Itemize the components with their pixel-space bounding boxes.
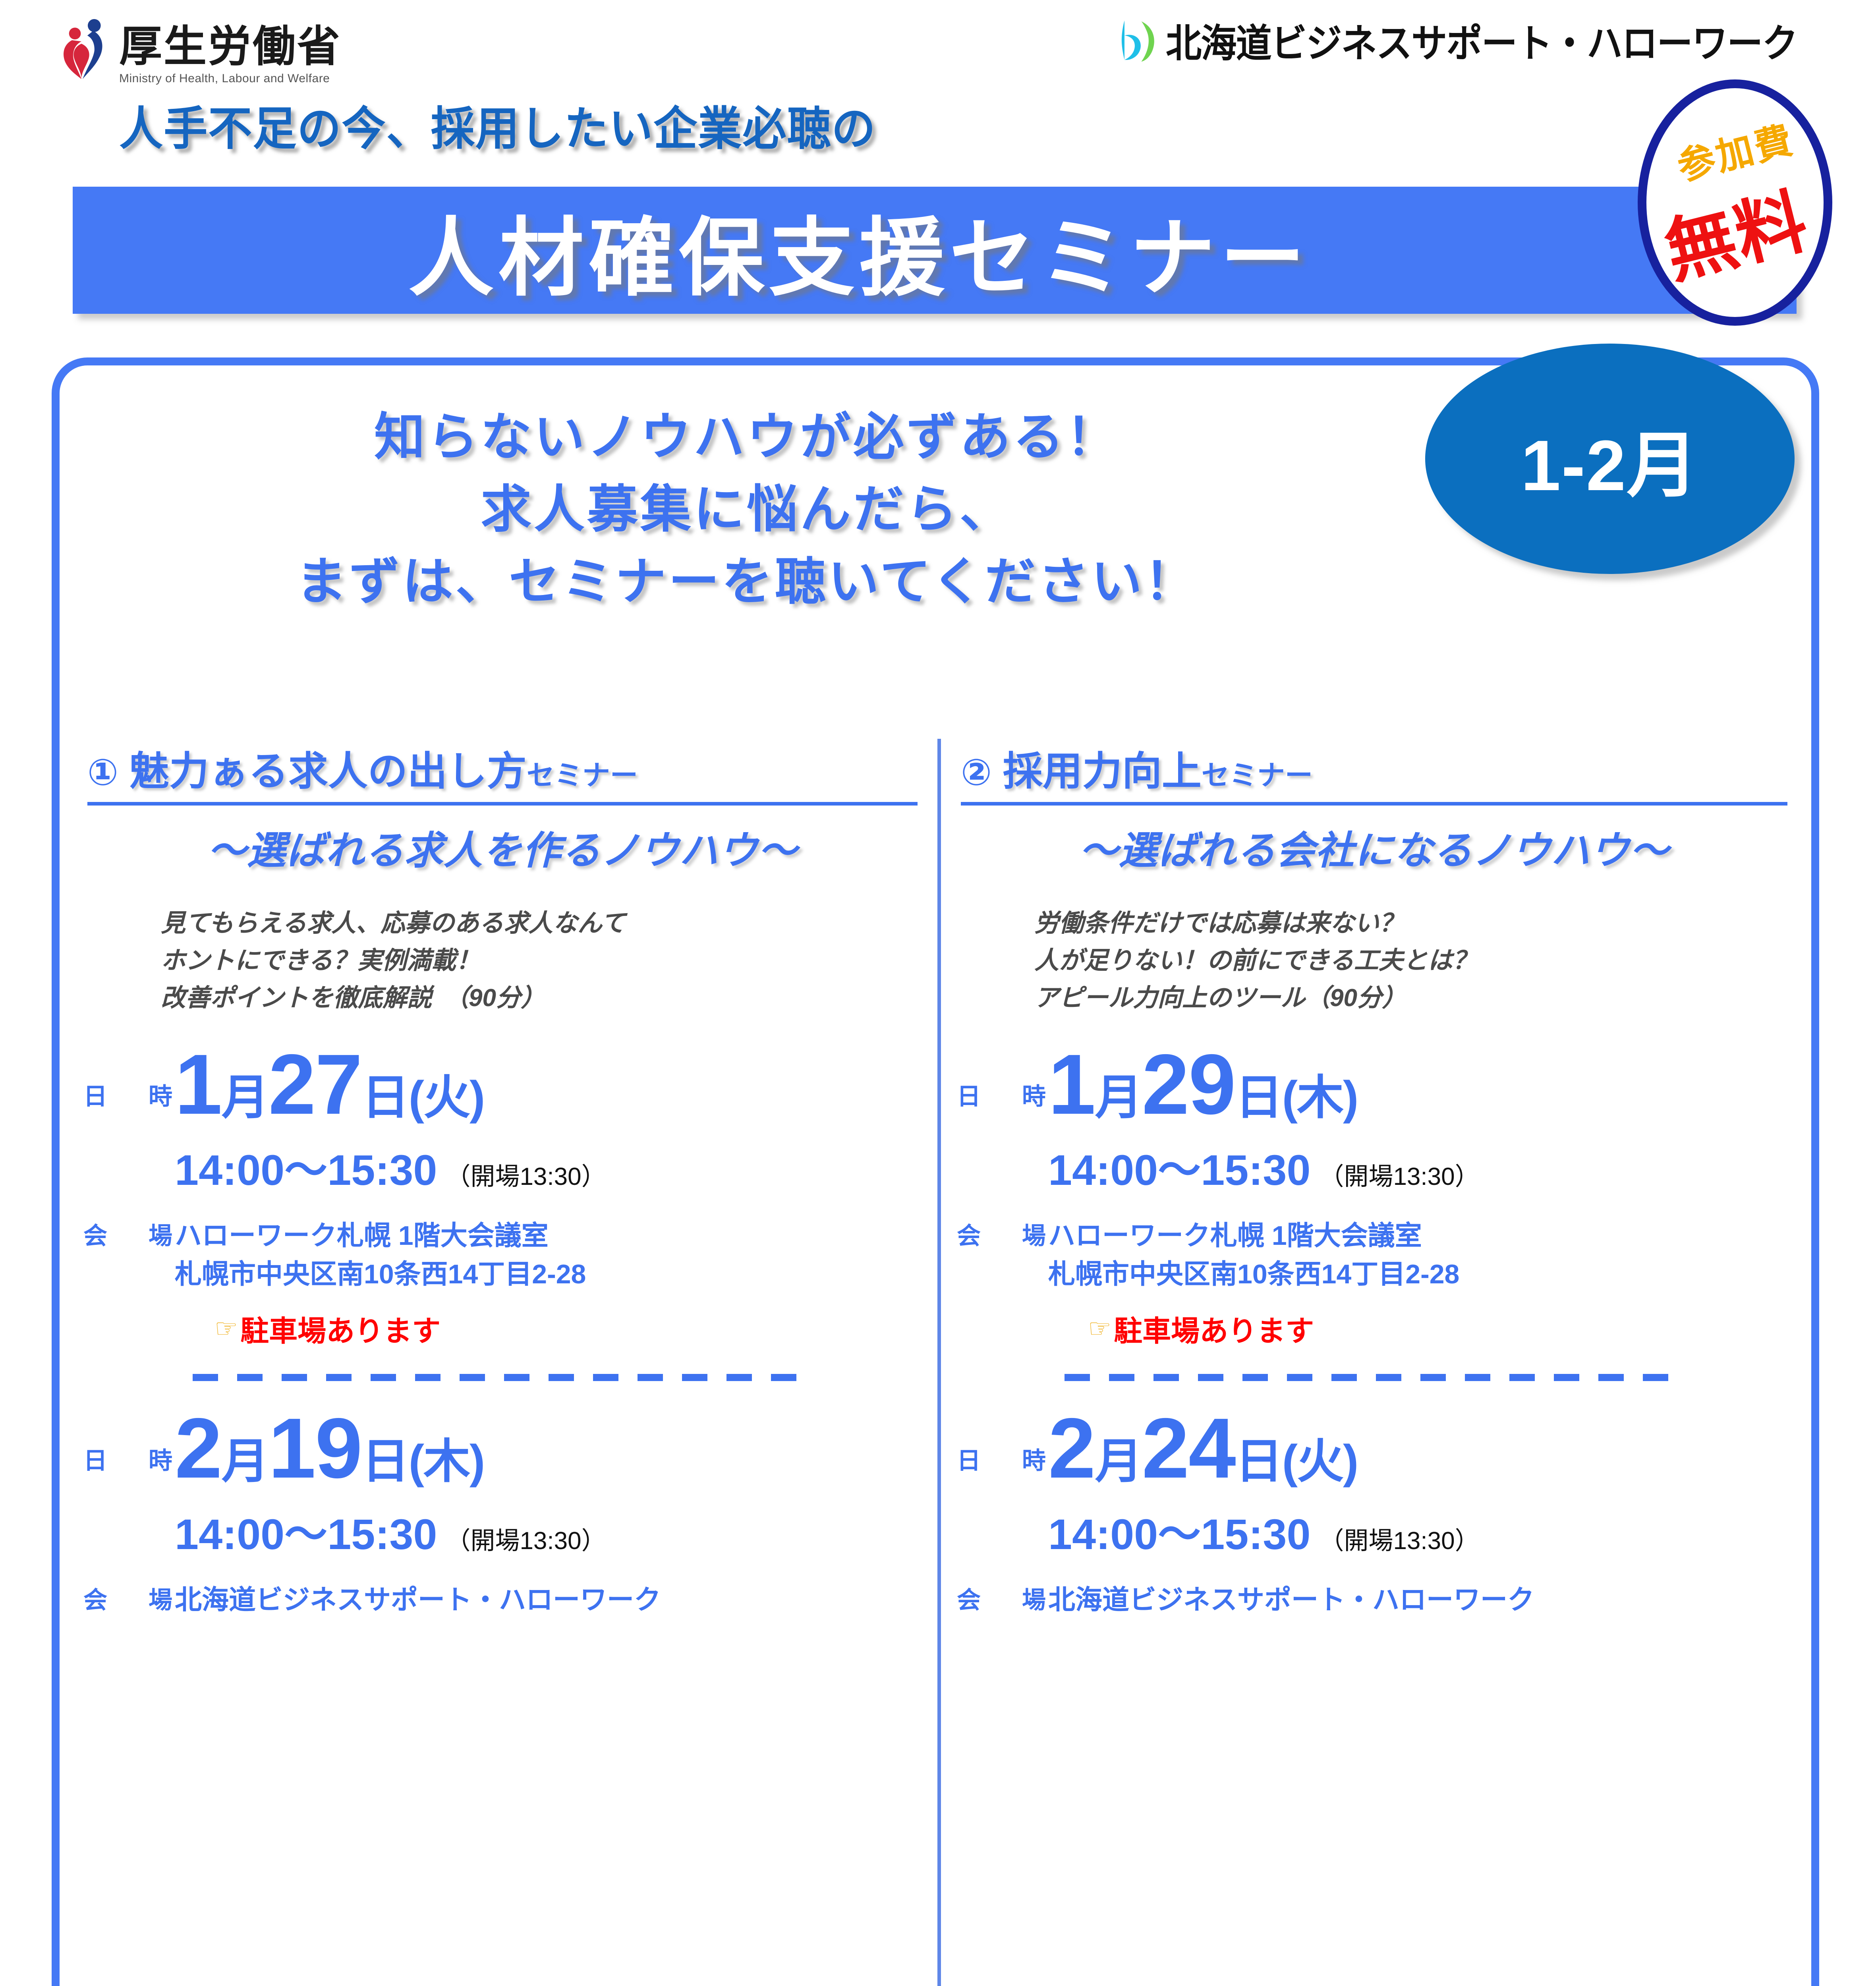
fee-value: 無料 [1657, 181, 1816, 293]
parking-note: ☞ 駐車場あります [1088, 1308, 1791, 1349]
seminar-1-session-1: 日 時 1月27日(火) 14:00～15:30 （開場13:30） 会 場 ハ… [83, 1036, 922, 1381]
page-header: 厚生労働省 Ministry of Health, Labour and Wel… [0, 0, 1876, 151]
pointing-hand-icon: ☞ [1088, 1314, 1112, 1343]
seminar-2-desc-line-2: 人が足りない！の前にできる工夫とは？ [1034, 947, 1477, 975]
month-badge-label: 1-2月 [1521, 425, 1699, 506]
seminar-1-number: ① [87, 752, 118, 793]
seminar-1-title: ① 魅力ぁる求人の出し方セミナー [87, 739, 918, 806]
parking-text: 駐車場あります [1114, 1316, 1314, 1348]
session-venue: 北海道ビジネスサポート・ハローワーク [175, 1581, 661, 1629]
session-venue-row: 会 場 ハローワーク札幌 1階大会議室 札幌市中央区南10条西14丁目2-28 [957, 1217, 1791, 1293]
main-content-frame [52, 357, 1819, 1986]
seminar-column-2: ② 採用力向上セミナー ～選ばれる会社になるノウハウ～ 労働条件だけでは応募は来… [937, 739, 1807, 1986]
datetime-label: 日 時 [83, 1447, 181, 1474]
venue-line-2: 札幌市中央区南10条西14丁目2-28 [175, 1259, 586, 1289]
venue-line-1: 北海道ビジネスサポート・ハローワーク [175, 1584, 661, 1615]
session-time: 14:00～15:30 [1048, 1146, 1311, 1194]
seminar-2-session-1: 日 時 1月29日(木) 14:00～15:30 （開場13:30） 会 場 ハ… [957, 1036, 1791, 1381]
seminar-title-bar: 人材確保支援セミナー [73, 187, 1797, 314]
seminar-1-desc-line-2: ホントにできる？実例満載！ [161, 947, 481, 975]
seminar-2-name: 採用力向上セミナー [1003, 749, 1313, 794]
mhlw-figure-icon [52, 18, 111, 81]
session-time-row: 14:00～15:30 （開場13:30） [175, 1136, 922, 1198]
seminar-2-description: 労働条件だけでは応募は来ない？ 人が足りない！の前にできる工夫とは？ アピール力… [1034, 905, 1791, 1017]
venue-label: 会 場 [83, 1223, 181, 1250]
org-name: 北海道ビジネスサポート・ハローワーク [1165, 21, 1798, 65]
session-open-time: （開場13:30） [446, 1163, 606, 1191]
session-open-time: （開場13:30） [446, 1527, 606, 1555]
datetime-label: 日 時 [83, 1083, 181, 1110]
headline-line-2: 求人募集に悩んだら、 [480, 481, 1013, 538]
datetime-label: 日 時 [957, 1447, 1055, 1474]
session-separator [193, 1374, 812, 1381]
session-date: 1月29日(木) [1048, 1036, 1358, 1132]
month-badge: 1-2月 [1425, 344, 1795, 574]
session-open-time: （開場13:30） [1319, 1527, 1480, 1555]
session-venue-row: 会 場 北海道ビジネスサポート・ハローワーク [83, 1581, 922, 1629]
org-logo: 北海道ビジネスサポート・ハローワーク [1114, 12, 1852, 68]
seminar-column-1: ① 魅力ぁる求人の出し方セミナー ～選ばれる求人を作るノウハウ～ 見てもらえる求… [68, 739, 937, 1986]
page-title: 人材確保支援セミナー [408, 210, 1310, 306]
session-venue: 北海道ビジネスサポート・ハローワーク [1048, 1581, 1534, 1629]
session-venue-row: 会 場 北海道ビジネスサポート・ハローワーク [957, 1581, 1791, 1629]
seminar-2-desc-line-1: 労働条件だけでは応募は来ない？ [1034, 910, 1404, 937]
session-date: 2月24日(火) [1048, 1400, 1358, 1496]
session-time: 14:00～15:30 [175, 1146, 437, 1194]
session-time: 14:00～15:30 [175, 1510, 437, 1558]
seminar-1-subtitle: ～選ばれる求人を作るノウハウ～ [207, 829, 798, 872]
venue-line-1: 北海道ビジネスサポート・ハローワーク [1048, 1584, 1535, 1615]
venue-line-1: ハローワーク札幌 1階大会議室 [1048, 1221, 1422, 1251]
venue-line-1: ハローワーク札幌 1階大会議室 [175, 1221, 549, 1251]
session-date-row: 日 時 1月27日(火) [83, 1036, 922, 1132]
session-open-time: （開場13:30） [1319, 1163, 1480, 1191]
session-time-row: 14:00～15:30 （開場13:30） [175, 1500, 922, 1562]
free-fee-badge: 参加費 無料 [1638, 79, 1832, 326]
parking-note: ☞ 駐車場あります [214, 1308, 922, 1349]
seminar-1-desc-line-1: 見てもらえる求人、応募のある求人なんて [161, 910, 626, 937]
pointing-hand-icon: ☞ [214, 1314, 238, 1343]
session-venue: ハローワーク札幌 1階大会議室 札幌市中央区南10条西14丁目2-28 [1048, 1217, 1459, 1293]
seminar-1-desc-line-3: 改善ポイントを徹底解説 （90分） [161, 984, 545, 1012]
seminar-columns: ① 魅力ぁる求人の出し方セミナー ～選ばれる求人を作るノウハウ～ 見てもらえる求… [68, 739, 1807, 1986]
bs-mark-icon [1114, 17, 1161, 64]
venue-label: 会 場 [957, 1586, 1055, 1613]
session-separator [1064, 1374, 1684, 1381]
seminar-1-session-2: 日 時 2月19日(木) 14:00～15:30 （開場13:30） 会 場 北… [83, 1400, 922, 1629]
ministry-logo: 厚生労働省 Ministry of Health, Labour and Wel… [52, 18, 342, 85]
session-date: 1月27日(火) [175, 1036, 485, 1132]
seminar-2-session-2: 日 時 2月24日(火) 14:00～15:30 （開場13:30） 会 場 北… [957, 1400, 1791, 1629]
session-date-row: 日 時 2月24日(火) [957, 1400, 1791, 1496]
headline-line-1: 知らないノウハウが必ずある！ [374, 409, 1119, 466]
ministry-name-jp: 厚生労働省 [119, 22, 342, 70]
session-date-row: 日 時 1月29日(木) [957, 1036, 1791, 1132]
seminar-2-desc-line-3: アピール力向上のツール（90分） [1034, 984, 1407, 1012]
ministry-name-en: Ministry of Health, Labour and Welfare [119, 72, 330, 85]
session-time: 14:00～15:30 [1048, 1510, 1311, 1558]
session-date: 2月19日(木) [175, 1400, 485, 1496]
seminar-1-description: 見てもらえる求人、応募のある求人なんて ホントにできる？実例満載！ 改善ポイント… [161, 905, 922, 1017]
venue-line-2: 札幌市中央区南10条西14丁目2-28 [1048, 1259, 1460, 1289]
venue-label: 会 場 [957, 1223, 1055, 1250]
session-venue: ハローワーク札幌 1階大会議室 札幌市中央区南10条西14丁目2-28 [175, 1217, 586, 1293]
session-date-row: 日 時 2月19日(木) [83, 1400, 922, 1496]
seminar-2-number: ② [961, 752, 992, 793]
session-time-row: 14:00～15:30 （開場13:30） [1048, 1500, 1791, 1562]
headline-block: 知らないノウハウが必ずある！ 求人募集に悩んだら、 まずは、セミナーを聴いてくだ… [52, 401, 1442, 618]
venue-label: 会 場 [83, 1586, 181, 1613]
session-time-row: 14:00～15:30 （開場13:30） [1048, 1136, 1791, 1198]
seminar-2-title: ② 採用力向上セミナー [961, 739, 1787, 806]
datetime-label: 日 時 [957, 1083, 1055, 1110]
seminar-2-subtitle: ～選ばれる会社になるノウハウ～ [1079, 829, 1669, 872]
seminar-1-name: 魅力ぁる求人の出し方セミナー [129, 749, 638, 794]
catch-line: 人手不足の今、採用したい企業必聴の [119, 103, 876, 155]
headline-line-3: まずは、セミナーを聴いてください！ [296, 553, 1198, 610]
session-venue-row: 会 場 ハローワーク札幌 1階大会議室 札幌市中央区南10条西14丁目2-28 [83, 1217, 922, 1293]
parking-text: 駐車場あります [240, 1316, 441, 1348]
